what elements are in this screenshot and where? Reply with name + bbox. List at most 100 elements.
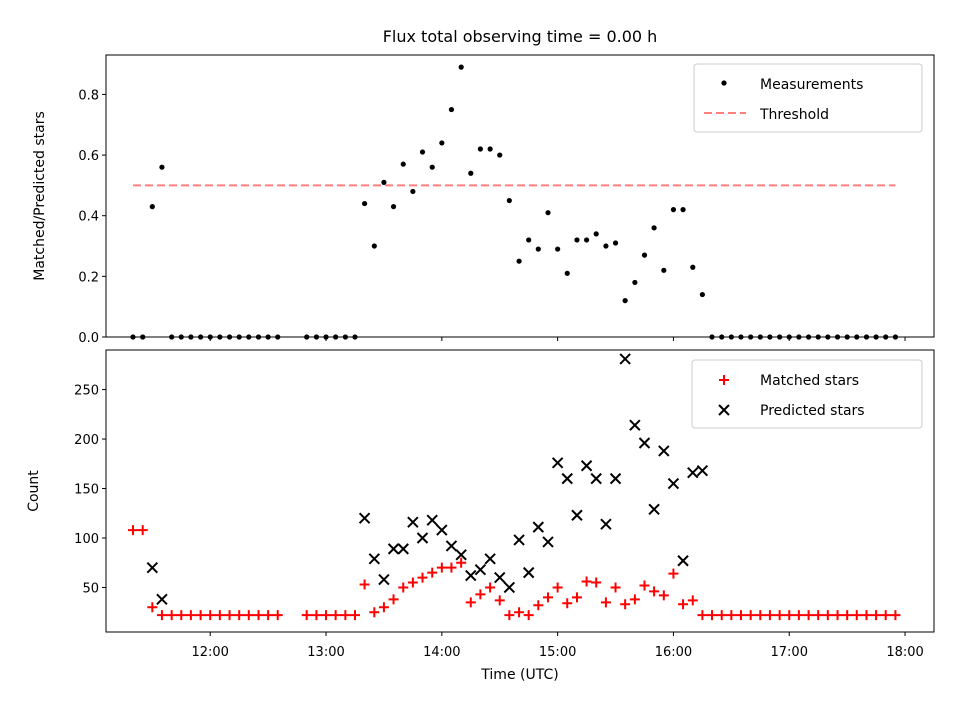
measurement-point [709, 334, 715, 340]
predicted-point [416, 532, 429, 544]
matched-point [629, 594, 640, 605]
predicted-point [494, 571, 506, 584]
matched-point [745, 610, 756, 621]
matched-point [610, 582, 621, 593]
predicted-point [368, 553, 381, 565]
matched-point [880, 610, 891, 621]
matched-point [127, 525, 138, 536]
matched-point [803, 610, 814, 621]
measurement-point [892, 334, 899, 340]
measurement-point [844, 334, 850, 340]
predicted-point [455, 549, 467, 561]
matched-point [195, 610, 206, 621]
bottom-legend: Matched stars Predicted stars [691, 359, 923, 429]
predicted-point [426, 514, 438, 526]
x-axis-label: Time (UTC) [480, 667, 558, 683]
bottom-ytick-label: 200 [74, 433, 99, 448]
matched-point [427, 567, 438, 578]
matched-point [214, 610, 225, 621]
measurement-point [661, 267, 667, 273]
measurement-point [198, 334, 204, 340]
x-tick-label: 16:00 [655, 645, 692, 660]
predicted-point [619, 353, 631, 365]
bottom-ytick-label: 50 [82, 581, 99, 596]
predicted-point [542, 536, 554, 548]
matched-point [571, 592, 582, 603]
measurement-point [670, 207, 677, 213]
measurement-point [748, 334, 754, 340]
measurement-point [757, 334, 763, 340]
legend-measurement-marker [721, 80, 727, 86]
measurement-point [574, 237, 580, 243]
matched-point [851, 610, 862, 621]
measurement-point [738, 334, 744, 340]
measurement-point [390, 204, 397, 210]
matched-point [784, 610, 795, 621]
matched-point [147, 602, 158, 613]
measurement-point [419, 149, 426, 155]
matched-point [436, 562, 447, 573]
matched-point [697, 610, 708, 621]
bottom-ytick-label: 100 [74, 532, 99, 547]
measurement-point [265, 334, 271, 340]
x-tick-label: 17:00 [771, 645, 808, 660]
measurement-point [429, 164, 435, 170]
matched-point [465, 597, 476, 608]
predicted-point [687, 466, 699, 479]
predicted-point [513, 534, 525, 546]
bottom-ytick-label: 150 [74, 483, 99, 498]
measurement-point [786, 334, 792, 340]
bottom-frame [105, 349, 935, 633]
matched-point [311, 610, 322, 621]
matched-point [726, 610, 737, 621]
measurement-point [169, 334, 175, 340]
top-ytick-label: 0.6 [78, 149, 99, 164]
matched-point [253, 610, 264, 621]
predicted-point [358, 512, 371, 524]
legend-predicted-label: Predicted stars [760, 403, 865, 419]
measurement-point [863, 334, 870, 340]
measurement-point [699, 291, 705, 298]
measurement-point [777, 334, 783, 340]
matched-point [890, 610, 901, 621]
matched-point [272, 610, 283, 621]
matched-point [349, 610, 360, 621]
predicted-point [484, 553, 496, 565]
matched-point [861, 610, 872, 621]
measurement-point [323, 334, 329, 340]
matched-point [793, 610, 804, 621]
predicted-point [667, 477, 680, 490]
matched-point [581, 576, 592, 587]
matched-point [156, 610, 167, 621]
top-frame [105, 54, 935, 338]
predicted-point [638, 437, 651, 449]
matched-point [456, 557, 467, 568]
matched-point [813, 610, 824, 621]
measurement-point [381, 179, 387, 185]
predicted-point [465, 569, 477, 582]
matched-point [668, 568, 679, 579]
matched-point [649, 586, 660, 597]
matched-point [417, 572, 428, 583]
top-legend: Measurements Threshold [693, 63, 923, 133]
measurement-point [593, 231, 599, 237]
matched-point [678, 599, 689, 610]
x-tick-label: 14:00 [423, 645, 460, 660]
measurement-point [883, 334, 889, 340]
x-tick-label: 13:00 [307, 645, 344, 660]
legend-threshold-label: Threshold [759, 107, 829, 123]
measurement-point [236, 334, 242, 340]
matched-point [755, 610, 766, 621]
measurement-point [333, 334, 339, 340]
matched-point [514, 607, 525, 618]
top-ylabel: Matched/Predicted stars [32, 111, 48, 281]
matched-point [764, 610, 775, 621]
measurement-point [805, 334, 812, 340]
matched-point [176, 610, 187, 621]
predicted-point [532, 521, 545, 533]
measurement-point [583, 237, 590, 243]
measurement-point [680, 207, 686, 213]
matched-point [263, 610, 274, 621]
predicted-point [445, 540, 458, 552]
